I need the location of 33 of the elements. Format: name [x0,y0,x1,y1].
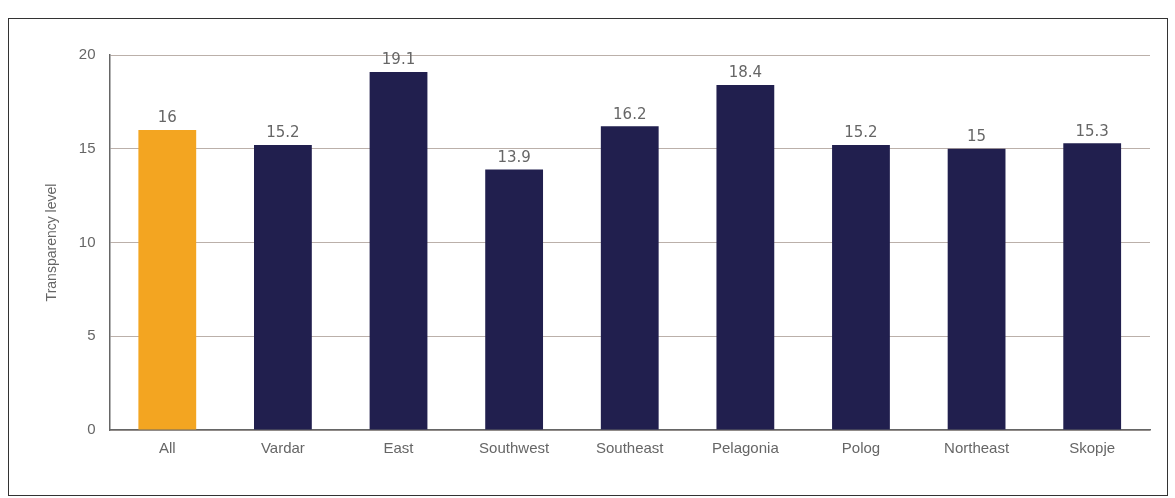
bar [138,130,197,430]
x-tick-label: Vardar [260,439,305,457]
x-tick-label: Northeast [944,439,1010,457]
bar [947,148,1006,430]
bar [716,85,775,430]
data-label: 13.9 [497,147,531,166]
data-label: 15.3 [1075,121,1109,140]
bar [254,145,312,430]
y-axis-title: Transparency level [43,183,60,302]
y-tick-label: 5 [87,326,96,344]
x-tick-label: Polog [841,439,881,457]
data-label: 16 [157,108,177,127]
data-label: 19.1 [381,50,416,69]
x-tick-label: All [158,439,176,457]
data-label: 15 [967,127,987,146]
data-label: 18.4 [728,63,763,82]
x-tick-label: Skopje [1069,439,1116,457]
bar [369,71,428,430]
bar [1063,143,1122,430]
data-label: 15.2 [266,123,300,142]
y-tick-label: 0 [87,420,96,438]
y-tick-label: 15 [78,138,96,156]
y-tick-label: 20 [78,45,96,63]
data-label: 15.2 [844,123,878,142]
y-tick-label: 10 [78,232,96,250]
x-tick-label: Pelagonia [711,439,780,457]
x-tick-label: Southwest [479,439,550,457]
bar [485,169,544,430]
bar [600,126,659,430]
bar [832,145,890,430]
x-tick-label: Southeast [595,439,665,457]
x-tick-label: East [383,439,415,457]
data-label: 16.2 [613,104,647,123]
